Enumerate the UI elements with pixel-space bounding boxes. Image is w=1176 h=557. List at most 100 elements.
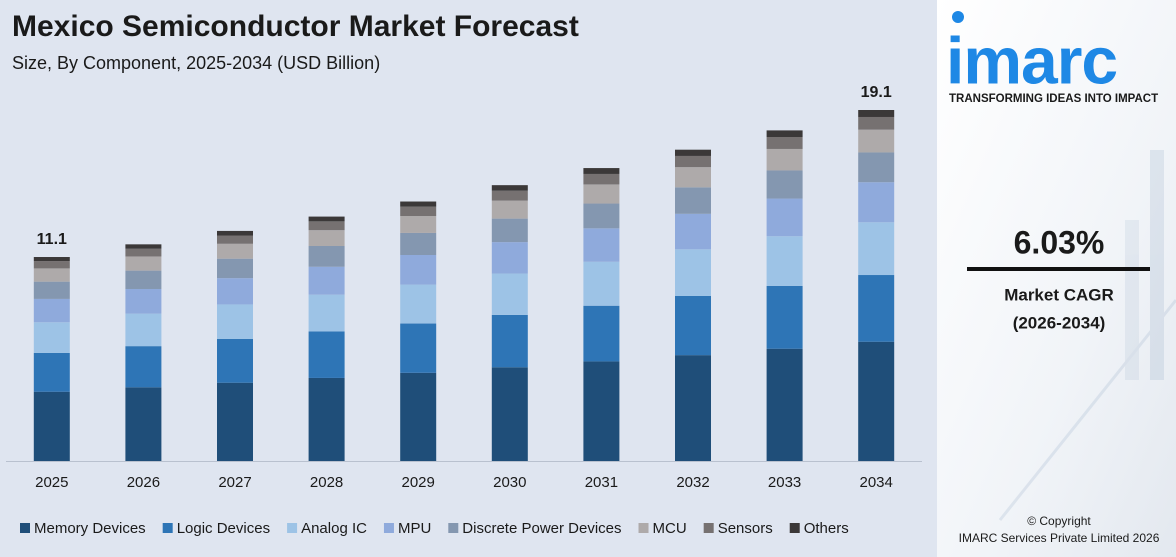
bar-segment: [491, 190, 528, 201]
x-tick-label: 2034: [860, 474, 893, 491]
bar-segment: [858, 152, 895, 183]
bar-segment: [766, 198, 803, 237]
bar-segment: [217, 235, 253, 244]
bar-segment: [400, 254, 437, 285]
logo-dot: [952, 11, 964, 23]
bar-segment: [583, 173, 620, 185]
logo: imarc: [946, 23, 1117, 97]
bar-segment: [766, 348, 803, 461]
chart-subtitle: Size, By Component, 2025-2034 (USD Billi…: [12, 53, 380, 73]
bar-segment: [583, 305, 620, 362]
legend-label: Others: [804, 520, 849, 537]
bar-segment: [400, 201, 437, 207]
sidebar-decoration: [998, 150, 1176, 521]
x-tick-label: 2029: [402, 474, 435, 491]
bar-segment: [858, 182, 895, 223]
bar-segment: [491, 242, 528, 274]
legend-swatch: [20, 523, 30, 533]
bar-segment: [583, 361, 620, 461]
cagr-value: 6.03%: [1014, 224, 1105, 260]
bar-segment: [766, 285, 803, 349]
legend-swatch: [703, 523, 714, 533]
bar-segment: [858, 116, 895, 130]
legend-label: MCU: [653, 520, 687, 537]
bar-segment: [766, 148, 803, 171]
bar-segment: [675, 167, 711, 188]
bar-segment: [766, 130, 803, 138]
bar-segment: [125, 244, 162, 249]
bar-segment: [125, 346, 162, 388]
x-tick-label: 2031: [585, 474, 618, 491]
legend-label: Discrete Power Devices: [462, 520, 621, 537]
bar-segment: [217, 243, 253, 259]
bar-segment: [125, 270, 162, 289]
bar-segment: [675, 149, 711, 156]
bar-segment: [583, 203, 620, 229]
bar-segment: [33, 257, 70, 262]
bar-segment: [583, 228, 620, 262]
bar-segment: [308, 216, 345, 222]
bar-segment: [675, 249, 711, 296]
bar-segment: [400, 323, 437, 373]
bar-segment: [858, 129, 895, 153]
bar-segment: [33, 281, 70, 299]
bar-segment: [858, 222, 895, 276]
cagr-label: Market CAGR: [1004, 285, 1114, 304]
legend-swatch: [448, 523, 459, 533]
bar-segment: [125, 256, 162, 271]
bar-segment: [400, 232, 437, 255]
company: IMARC Services Private Limited 2026: [959, 531, 1160, 545]
bar-segment: [491, 185, 528, 191]
total-label: 19.1: [861, 84, 892, 101]
bar-segment: [217, 382, 253, 461]
x-tick-label: 2030: [493, 474, 526, 491]
x-tick-label: 2033: [768, 474, 801, 491]
bar-segment: [400, 284, 437, 324]
bar-segment: [217, 258, 253, 279]
bar-segment: [217, 230, 253, 236]
bar-segment: [125, 288, 162, 314]
bar-segment: [217, 304, 253, 339]
bar-segment: [583, 261, 620, 306]
legend-label: Memory Devices: [34, 520, 146, 537]
bar-segment: [400, 216, 437, 233]
legend-label: Analog IC: [301, 520, 367, 537]
bar-segment: [33, 322, 70, 353]
cagr-rule: [967, 267, 1150, 271]
x-tick-label: 2028: [310, 474, 343, 491]
bar-segment: [766, 236, 803, 286]
legend-swatch: [638, 523, 649, 533]
bar-segment: [308, 221, 345, 231]
x-tick-label: 2027: [218, 474, 251, 491]
x-tick-label: 2026: [127, 474, 160, 491]
bar-segment: [858, 275, 895, 342]
bar-segment: [491, 367, 528, 461]
bar-segment: [217, 278, 253, 305]
bar-segment: [308, 245, 345, 267]
bar-segment: [491, 273, 528, 315]
legend-swatch: [287, 523, 298, 533]
bar-segment: [308, 377, 345, 461]
bar-segment: [400, 372, 437, 461]
bar-segment: [766, 137, 803, 149]
bar-segment: [858, 110, 895, 117]
bar-segment: [491, 200, 528, 219]
sidebar-bg: [937, 0, 1176, 557]
bar-segment: [675, 187, 711, 214]
bar-segment: [675, 213, 711, 250]
bar-segment: [675, 355, 711, 461]
bar-segment: [583, 184, 620, 204]
legend-swatch: [789, 523, 800, 533]
legend-label: MPU: [398, 520, 431, 537]
bar-segment: [675, 295, 711, 356]
bar-segment: [125, 387, 162, 461]
cagr-period: (2026-2034): [1013, 313, 1106, 332]
bar-segment: [217, 338, 253, 383]
bar-segment: [33, 261, 70, 269]
total-label: 11.1: [37, 231, 67, 248]
legend-swatch: [383, 523, 394, 533]
legend-label: Sensors: [718, 520, 773, 537]
bar-segment: [675, 155, 711, 168]
